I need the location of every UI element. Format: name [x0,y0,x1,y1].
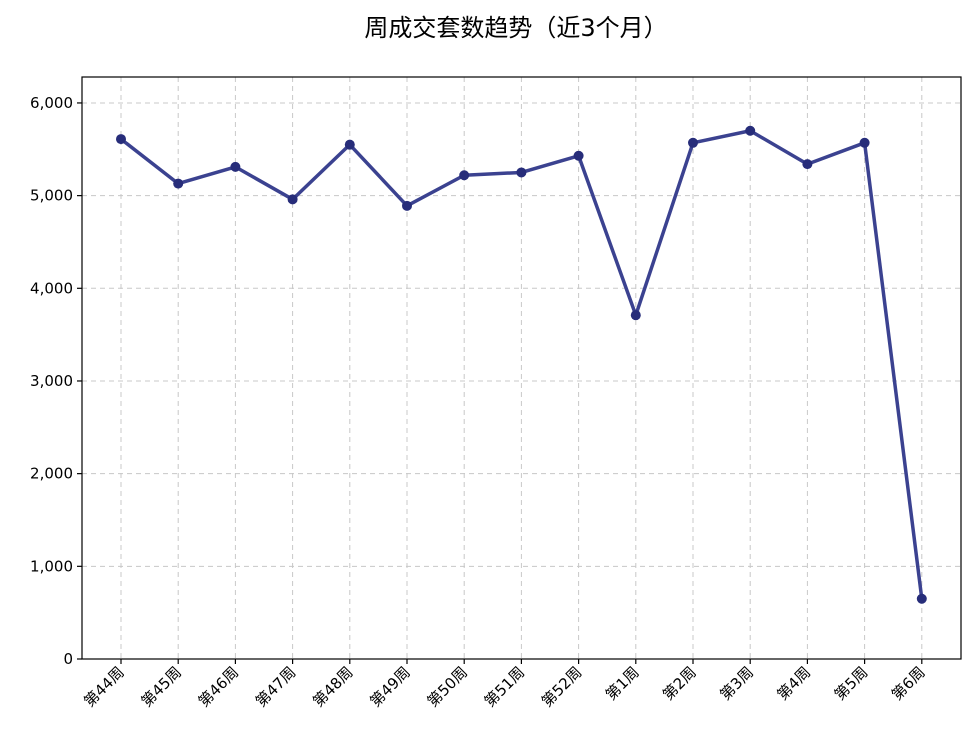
y-tick-label: 6,000 [30,94,73,112]
x-tick-label: 第4周 [774,663,815,704]
x-tick-label: 第44周 [80,663,127,710]
x-axis-ticks: 第44周 第45周 第46周 第47周 第48周 第49周 第50周 第51周 第52周 第1周第… [80,659,929,711]
data-point [630,310,641,321]
data-point [116,134,126,145]
x-tick-label: 第5周 [831,663,872,704]
grid-lines [82,77,961,660]
x-tick-label: 第47周 [252,663,299,710]
data-point [916,593,927,604]
x-tick-label: 第1周 [602,663,643,704]
data-point [459,170,470,181]
data-point [402,200,412,211]
x-tick-label: 第2周 [659,663,700,704]
y-tick-label: 0 [63,650,73,668]
y-tick-label: 1,000 [30,557,73,575]
x-tick-label: 第51周 [481,663,528,710]
x-tick-label: 第3周 [716,663,757,704]
data-point [688,137,698,148]
data-point [802,159,813,170]
x-tick-label: 第45周 [138,663,185,710]
x-tick-label: 第49周 [366,663,413,710]
y-tick-label: 5,000 [30,187,73,205]
y-axis-ticks: 0 1,000 2,000 3,000 4,000 5,000 6,000 [30,94,82,668]
data-point [344,139,355,150]
data-point [516,167,527,178]
data-point [230,161,241,172]
y-tick-label: 2,000 [30,465,73,483]
chart-title: 周成交套数趋势（近3个月） [364,14,667,42]
data-point [859,137,870,148]
series-layer [116,125,927,604]
x-tick-label: 第46周 [195,663,242,710]
data-point [287,194,298,205]
x-tick-label: 第52周 [538,663,585,710]
data-point [745,125,756,136]
x-tick-label: 第48周 [309,663,356,710]
data-point [573,150,584,161]
x-tick-label: 第6周 [888,663,929,704]
y-tick-label: 3,000 [30,372,73,390]
y-tick-label: 4,000 [30,279,73,297]
x-tick-label: 第50周 [424,663,471,710]
data-point [173,178,184,189]
